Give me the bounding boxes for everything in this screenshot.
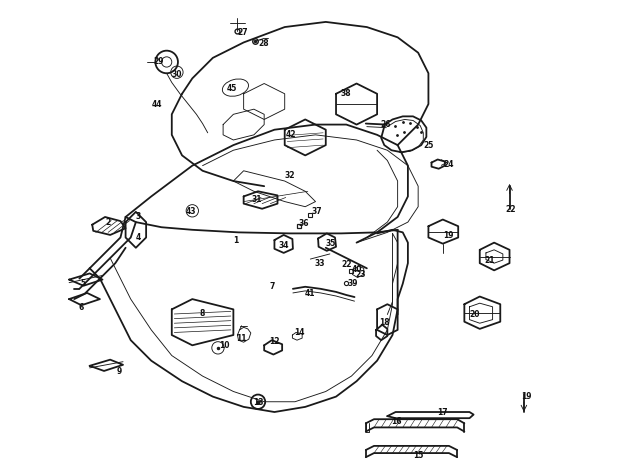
Text: 15: 15 — [413, 451, 423, 460]
Text: 22: 22 — [341, 260, 351, 269]
Text: 30: 30 — [172, 70, 182, 79]
Text: 20: 20 — [469, 310, 480, 319]
Text: 45: 45 — [227, 84, 237, 93]
Text: 13: 13 — [253, 398, 263, 407]
Text: 22: 22 — [505, 205, 516, 214]
Text: 31: 31 — [251, 194, 262, 203]
Text: 24: 24 — [444, 160, 454, 169]
Text: 17: 17 — [437, 408, 448, 417]
Text: 1: 1 — [233, 236, 239, 245]
Text: 40: 40 — [351, 265, 362, 274]
Text: 37: 37 — [311, 207, 322, 216]
Text: 28: 28 — [259, 39, 269, 48]
Text: 6: 6 — [79, 303, 84, 312]
Text: 44: 44 — [152, 100, 163, 109]
Text: 18: 18 — [379, 318, 390, 327]
Text: 34: 34 — [278, 241, 289, 250]
Text: 12: 12 — [269, 337, 280, 346]
Text: 38: 38 — [341, 89, 351, 98]
Text: 33: 33 — [314, 259, 325, 268]
Text: 27: 27 — [237, 28, 248, 37]
Text: 3: 3 — [136, 212, 141, 221]
Text: 42: 42 — [286, 130, 296, 139]
Text: 14: 14 — [294, 328, 304, 337]
Text: 29: 29 — [154, 57, 164, 67]
Text: 19: 19 — [521, 392, 531, 401]
Text: 16: 16 — [391, 417, 402, 426]
Text: 23: 23 — [355, 270, 366, 279]
Text: 19: 19 — [443, 231, 453, 240]
Text: 25: 25 — [423, 141, 433, 150]
Text: 36: 36 — [299, 218, 309, 228]
Text: 32: 32 — [285, 171, 295, 180]
Text: 5: 5 — [81, 279, 86, 288]
Text: 43: 43 — [186, 207, 196, 216]
Text: 41: 41 — [305, 289, 316, 298]
Text: 26: 26 — [380, 120, 391, 129]
Text: 10: 10 — [219, 341, 230, 350]
Text: 7: 7 — [269, 282, 274, 291]
Text: 21: 21 — [485, 256, 495, 265]
Text: 35: 35 — [326, 239, 336, 248]
Text: 11: 11 — [236, 334, 246, 343]
Text: 8: 8 — [200, 309, 205, 318]
Text: 4: 4 — [136, 233, 141, 242]
Text: 39: 39 — [347, 279, 358, 288]
Text: 9: 9 — [117, 368, 122, 377]
Text: 2: 2 — [105, 218, 110, 227]
